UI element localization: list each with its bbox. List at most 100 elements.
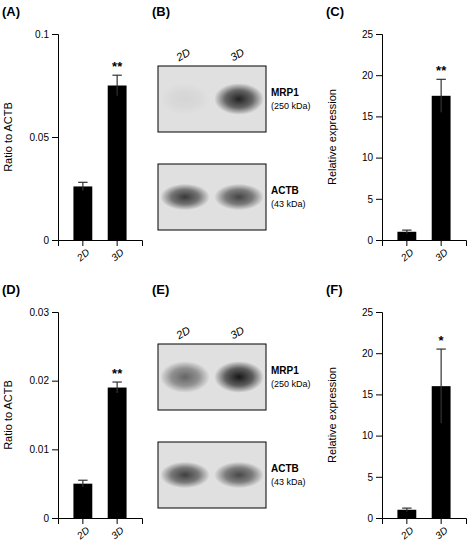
x-tick: 3D (433, 518, 450, 541)
x-axis: 2D 3D (383, 240, 467, 264)
x-tick: 2D (398, 518, 416, 542)
panel-label: (E) (152, 282, 169, 297)
error-cap (436, 79, 445, 80)
error-cap (112, 381, 121, 382)
y-tick-mark (52, 34, 58, 35)
error-line (441, 349, 442, 423)
y-tick: 5 (367, 472, 382, 483)
y-tick-mark (376, 312, 382, 313)
blot-frame (158, 442, 266, 508)
blot-bands (160, 462, 264, 488)
y-tick-mark (376, 477, 382, 478)
error-cap (436, 348, 445, 349)
x-tick-label: 3D (433, 247, 450, 264)
x-tick: 2D (74, 240, 92, 264)
significance: ** (112, 59, 123, 74)
x-tick-mark (441, 240, 442, 246)
y-tick-mark (376, 436, 382, 437)
x-axis-line (59, 519, 143, 525)
x-tick: 2D (398, 240, 416, 264)
band (214, 462, 264, 488)
y-tick-mark (376, 199, 382, 200)
y-tick: 0.1 (35, 29, 58, 40)
x-axis-line (383, 519, 467, 525)
blot-frame (158, 344, 266, 410)
bar (73, 484, 92, 518)
blot-background (158, 66, 266, 132)
y-tick-mark (52, 518, 58, 519)
error-line (82, 182, 83, 190)
error-cap (402, 508, 411, 509)
significance: ** (436, 63, 447, 78)
y-tick-label: 0 (43, 235, 49, 246)
x-axis-line (59, 241, 143, 247)
y-axis: 0510152025 (362, 29, 383, 246)
blot-background (158, 442, 266, 508)
x-tick: 3D (433, 240, 450, 263)
y-tick-label: 0.01 (30, 444, 50, 455)
y-tick-label: 0.05 (30, 132, 50, 143)
y-axis-title: Ratio to ACTB (2, 380, 14, 450)
y-tick-label: 0 (367, 513, 373, 524)
y-tick-label: 10 (362, 430, 374, 441)
plot: 0 0.05 0.1 2D 3D ** (30, 29, 143, 264)
error-cap (402, 230, 411, 231)
y-tick: 0 (367, 513, 382, 524)
x-tick-label: 2D (398, 247, 416, 264)
marks (73, 75, 126, 240)
x-tick-mark (441, 518, 442, 524)
row-label: MRP1 (271, 87, 299, 98)
error-bar (436, 79, 445, 112)
band (214, 83, 264, 115)
y-tick-mark (376, 34, 382, 35)
panel: 05101520252D3D*Relative expression(F) (326, 282, 467, 542)
y-tick: 20 (362, 348, 382, 359)
y-tick-label: 0.03 (30, 307, 50, 318)
x-tick-label: 3D (433, 525, 450, 542)
x-tick-mark (82, 240, 83, 246)
row-label: ACTB (271, 185, 299, 196)
x-tick: 3D (109, 240, 126, 263)
y-axis: 0510152025 (362, 307, 383, 524)
x-tick: 2D (74, 518, 92, 542)
y-tick: 0.01 (30, 444, 58, 455)
error-line (441, 79, 442, 112)
x-axis-line (383, 241, 467, 247)
y-axis-line (52, 35, 59, 241)
y-tick-label: 10 (362, 152, 374, 163)
lane-label: 2D (173, 46, 192, 64)
x-tick-mark (406, 518, 407, 524)
bar (432, 96, 451, 240)
plot: 00.010.020.032D3D** (30, 307, 143, 542)
y-tick: 25 (362, 307, 382, 318)
row-annotation: (43 kDa) (271, 199, 306, 209)
y-axis-line (52, 313, 59, 519)
blot-background (158, 344, 266, 410)
y-tick: 15 (362, 111, 382, 122)
row-annotation: (43 kDa) (271, 477, 306, 487)
panel-label: (D) (2, 282, 20, 297)
bar (108, 86, 127, 241)
panel-label: (B) (152, 4, 170, 19)
band (214, 361, 264, 393)
x-tick-label: 2D (74, 247, 92, 264)
y-axis-title: Ratio to ACTB (2, 102, 14, 172)
bar (108, 388, 127, 518)
x-axis: 2D3D (59, 518, 143, 542)
y-tick-label: 5 (367, 472, 373, 483)
blot-bands (160, 361, 264, 393)
y-axis-title: Relative expression (326, 367, 338, 463)
x-tick-mark (117, 240, 118, 246)
y-tick: 0 (43, 235, 58, 246)
band (214, 184, 264, 210)
y-axis-line (376, 35, 383, 241)
error-bar (112, 75, 121, 96)
panel: 2D3DMRP1(250 kDa)ACTB(43 kDa)(E) (152, 282, 311, 508)
row-label: ACTB (271, 463, 299, 474)
bar (73, 186, 92, 240)
y-axis-line (376, 313, 383, 519)
marks (73, 382, 126, 518)
error-cap (112, 75, 121, 76)
y-tick: 0.02 (30, 375, 58, 386)
y-axis: 00.010.020.03 (30, 307, 59, 524)
